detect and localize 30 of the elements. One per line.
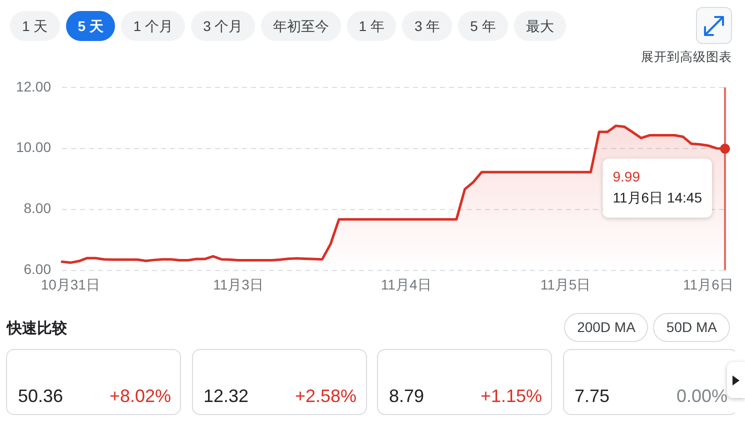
x-tick-label: 11月4日	[380, 276, 432, 293]
y-tick-label: 10.00	[16, 139, 52, 156]
stock-quote-card[interactable]: 50.36 +8.02%	[6, 349, 181, 415]
text: 快速比较	[7, 319, 67, 338]
time-range-button[interactable]: 5 天	[66, 11, 116, 41]
time-range-button[interactable]: 最大	[514, 11, 566, 41]
stock-quote-card[interactable]: 8.79 +1.15%	[377, 349, 552, 415]
x-tick-label: 11月3日	[213, 276, 264, 293]
time-range-button[interactable]: 3 个月	[191, 11, 255, 41]
time-range-button[interactable]: 1 天	[10, 11, 60, 41]
annotation: 11月6日 14:45	[612, 190, 702, 206]
x-tick-label: 10月31日	[40, 276, 100, 293]
expand-icon[interactable]	[696, 7, 732, 44]
time-range-button[interactable]: 年初至今	[260, 11, 341, 41]
text: 展开到高级图表	[641, 49, 732, 66]
time-range-button[interactable]: 1 个月	[121, 11, 186, 41]
indicator-toggle-button[interactable]: 200D MA	[564, 313, 648, 342]
annotation: 9.99	[612, 168, 640, 185]
y-tick-label: 6.00	[24, 261, 52, 278]
time-range-button[interactable]: 1 年	[346, 11, 396, 41]
x-tick-label: 11月6日	[683, 276, 734, 293]
time-range-button[interactable]: 5 年	[458, 11, 508, 41]
x-tick-label: 11月5日	[540, 276, 591, 293]
stock-quote-card[interactable]: 7.75 0.00%	[562, 349, 735, 415]
y-tick-label: 12.00	[16, 78, 52, 94]
stock-quote-card[interactable]: 12.32 +2.58%	[192, 349, 366, 415]
y-tick-label: 8.00	[24, 200, 52, 216]
indicator-toggle-button[interactable]: 50D MA	[653, 313, 730, 342]
scroll-right-button[interactable]	[727, 362, 745, 398]
time-range-button[interactable]: 3 年	[402, 11, 452, 41]
